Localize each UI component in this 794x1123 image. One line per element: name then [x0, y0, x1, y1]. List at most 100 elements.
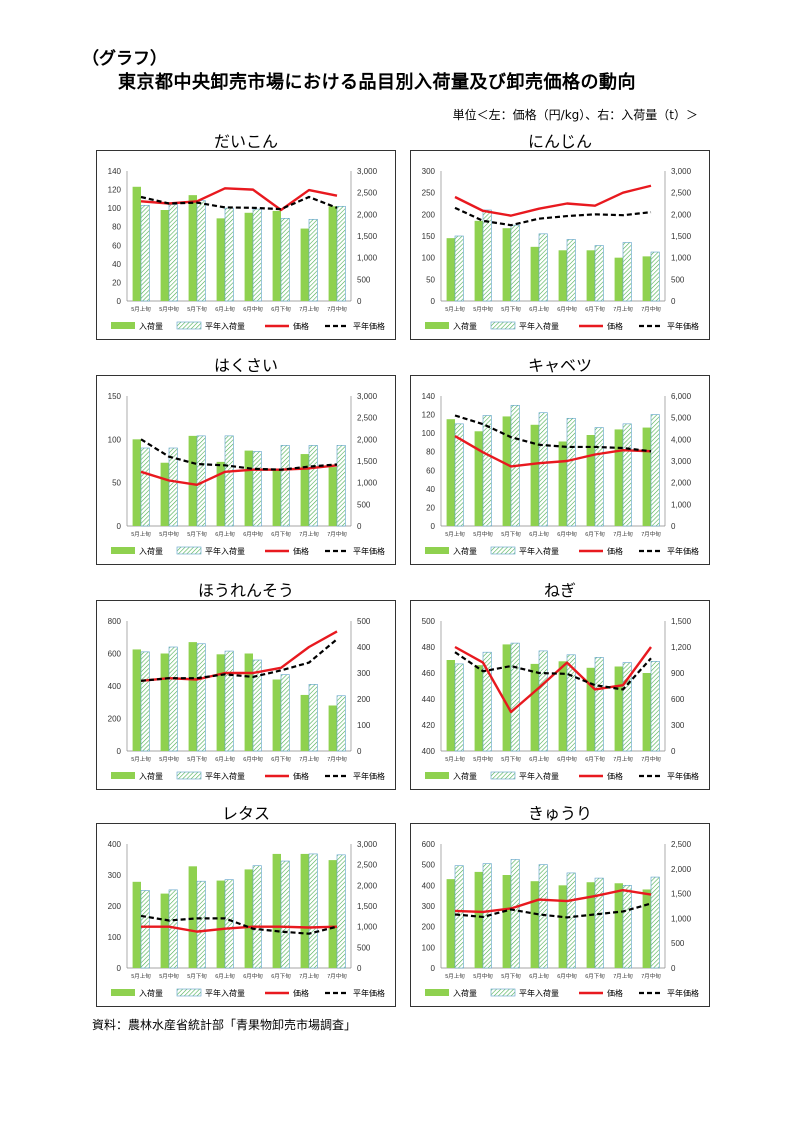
- bar-avg-volume: [252, 208, 262, 302]
- right-tick-label: 2,000: [357, 435, 378, 444]
- legend-label-avg-price: 平年価格: [353, 988, 385, 998]
- x-tick-label: 5月上旬: [131, 972, 151, 980]
- bar-volume: [614, 257, 623, 301]
- legend-swatch-volume: [111, 989, 135, 996]
- bar-avg-volume: [168, 447, 178, 527]
- legend-label-avg-price: 平年価格: [353, 771, 385, 781]
- legend-swatch-avg-volume: [176, 321, 202, 330]
- bar-volume: [300, 228, 309, 301]
- bar-volume: [160, 210, 169, 301]
- bar-avg-volume: [168, 204, 178, 302]
- left-tick-label: 40: [426, 485, 435, 494]
- bar-volume: [642, 256, 651, 301]
- x-tick-label: 6月上旬: [529, 972, 549, 980]
- bar-avg-volume: [280, 860, 290, 969]
- line-price: [140, 464, 338, 487]
- bar-volume: [300, 454, 309, 526]
- chart-title-cucumber: きゅうり: [527, 804, 592, 823]
- right-tick-label: 300: [671, 721, 685, 730]
- left-tick-label: 100: [422, 943, 436, 952]
- right-tick-label: 0: [671, 964, 676, 973]
- x-tick-label: 6月下旬: [585, 530, 605, 538]
- x-tick-label: 6月下旬: [271, 972, 291, 980]
- bar-avg-volume: [140, 205, 150, 302]
- chart-title-negi: ねぎ: [543, 581, 576, 600]
- bar-volume: [160, 653, 169, 751]
- left-tick-label: 200: [108, 902, 122, 911]
- right-tick-label: 2,500: [357, 861, 378, 870]
- x-tick-label: 6月上旬: [529, 305, 549, 313]
- right-tick-label: 500: [671, 939, 685, 948]
- legend-label-avg-volume: 平年入荷量: [205, 321, 245, 331]
- x-tick-label: 7月上旬: [613, 530, 633, 538]
- bar-volume: [502, 875, 511, 968]
- x-tick-label: 7月中旬: [641, 755, 661, 763]
- x-tick-label: 5月上旬: [445, 972, 465, 980]
- x-tick-label: 7月上旬: [299, 755, 319, 763]
- right-tick-label: 0: [357, 964, 362, 973]
- x-tick-label: 5月中旬: [473, 972, 493, 980]
- right-tick-label: 500: [357, 943, 371, 952]
- legend-label-price: 価格: [293, 321, 309, 331]
- chart-panel-cabbage: 0 20 40 60 80 100 120 140 0 1,000 2,000 3,000 4,000 5…: [410, 375, 710, 565]
- line-avg-price: [454, 651, 652, 691]
- x-tick-label: 7月中旬: [641, 972, 661, 980]
- right-tick-label: 0: [357, 522, 362, 531]
- right-tick-label: 6,000: [671, 392, 692, 401]
- bar-avg-volume: [454, 663, 464, 752]
- bar-avg-volume: [650, 660, 660, 752]
- bar-avg-volume: [280, 445, 290, 527]
- right-tick-label: 0: [671, 522, 676, 531]
- left-tick-label: 140: [422, 392, 436, 401]
- page-title: 東京都中央卸売市場における品目別入荷量及び卸売価格の動向: [118, 72, 636, 93]
- bar-avg-volume: [510, 642, 520, 752]
- x-tick-label: 6月中旬: [243, 530, 263, 538]
- chart-title-spinach: ほうれんそう: [197, 581, 294, 600]
- line-avg-price: [140, 914, 338, 935]
- bar-avg-volume: [168, 646, 178, 752]
- legend-label-price: 価格: [607, 988, 623, 998]
- bar-avg-volume: [224, 435, 234, 527]
- x-tick-label: 7月上旬: [613, 755, 633, 763]
- legend-label-avg-price: 平年価格: [353, 321, 385, 331]
- left-tick-label: 500: [422, 617, 436, 626]
- source-note: 資料：農林水産省統計部「青果物卸売市場調査」: [92, 1018, 357, 1032]
- bar-avg-volume: [650, 876, 660, 969]
- bar-volume: [530, 424, 539, 526]
- legend-label-avg-price: 平年価格: [667, 771, 699, 781]
- legend-label-volume: 入荷量: [453, 546, 477, 556]
- x-tick-label: 7月上旬: [613, 305, 633, 313]
- bar-volume: [244, 212, 253, 301]
- bar-avg-volume: [538, 650, 548, 752]
- left-tick-label: 0: [117, 297, 122, 306]
- legend-swatch-volume: [111, 547, 135, 554]
- line-avg-price: [454, 206, 652, 227]
- legend-label-volume: 入荷量: [139, 546, 163, 556]
- bar-volume: [132, 439, 141, 526]
- bar-volume: [244, 653, 253, 751]
- legend-label-price: 価格: [607, 321, 623, 331]
- bar-avg-volume: [566, 417, 576, 527]
- x-tick-label: 5月下旬: [187, 530, 207, 538]
- left-tick-label: 60: [426, 466, 435, 475]
- x-tick-label: 6月中旬: [243, 755, 263, 763]
- bar-volume: [244, 450, 253, 526]
- left-tick-label: 500: [422, 861, 436, 870]
- bar-volume: [188, 435, 197, 526]
- right-tick-label: 2,500: [357, 189, 378, 198]
- right-tick-label: 500: [357, 275, 371, 284]
- bar-volume: [160, 893, 169, 968]
- legend-swatch-avg-volume: [176, 771, 202, 780]
- x-tick-label: 7月上旬: [299, 972, 319, 980]
- chart-panel-daikon: 0 20 40 60 80 100 120 140 0 500 1,000 1,500 2,000 2,5…: [96, 150, 396, 340]
- chart-panel-ninjin: 0 50 100 150 200 250 300 0 500 1,000 1,500 2,000 2,5…: [410, 150, 710, 340]
- chart-panel-lettuce: 0 100 200 300 400 0 500 1,000 1,500 2,000 2,500 3,0…: [96, 823, 396, 1007]
- bar-avg-volume: [454, 865, 464, 969]
- left-tick-label: 80: [426, 448, 435, 457]
- x-tick-label: 5月下旬: [187, 972, 207, 980]
- left-tick-label: 0: [117, 964, 122, 973]
- chart-svg: 0 50 100 150 200 250 300 0 500 1,000 1,500 2,000 2,5…: [422, 167, 699, 331]
- chart-panel-cucumber: 0 100 200 300 400 500 600 0 500 1,000 1,500 2,000 2,…: [410, 823, 710, 1007]
- x-tick-label: 5月下旬: [501, 530, 521, 538]
- x-tick-label: 5月中旬: [159, 972, 179, 980]
